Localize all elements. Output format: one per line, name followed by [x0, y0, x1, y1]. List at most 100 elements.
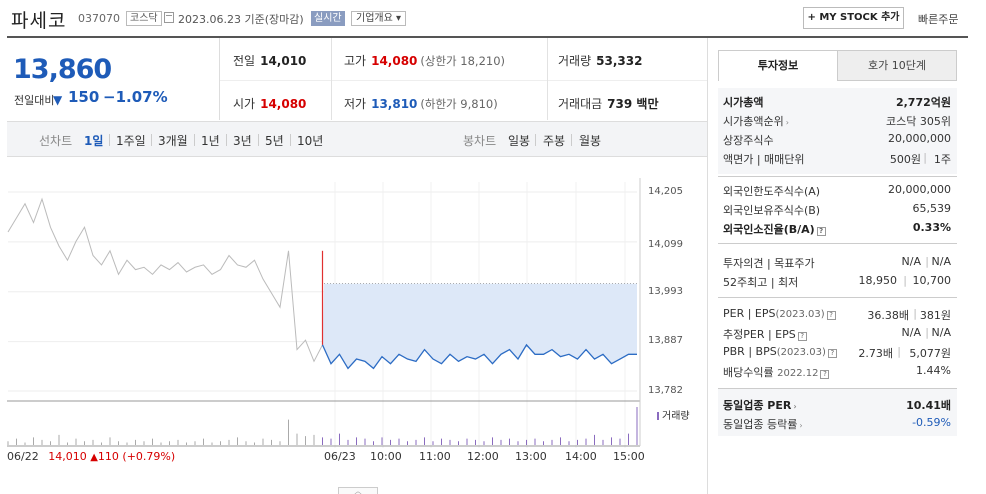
quote-col-divider [547, 38, 548, 120]
candle-monthly[interactable]: 월봉 [579, 134, 602, 148]
cap-section [718, 88, 957, 174]
header-divider [7, 36, 968, 38]
divider [151, 134, 152, 146]
y-tick-label: 13,887 [648, 335, 683, 346]
x-tick-label: 06/23 [324, 450, 356, 463]
divider [194, 134, 195, 146]
period-1y[interactable]: 1년 [201, 134, 220, 148]
industry-section [718, 388, 957, 436]
row-cap-rank: 시가총액순위 › 코스닥 305위 [723, 115, 951, 128]
divider [535, 134, 536, 146]
y-tick-label: 13,993 [648, 286, 683, 297]
current-price: 13,860 [13, 54, 112, 85]
candle-daily[interactable]: 일봉 [508, 134, 531, 148]
x-tick-label: 15:00 [613, 450, 645, 463]
company-overview-button[interactable]: 기업개요 ▾ [351, 11, 406, 26]
today-price-line [321, 343, 637, 370]
divider: | [897, 345, 901, 358]
tab-investment-info[interactable]: 투자정보 [718, 50, 838, 81]
candle-weekly[interactable]: 주봉 [543, 134, 566, 148]
prev-change: 110 (+0.79%) [97, 450, 176, 463]
row-foreign-hold: 외국인보유주식수(B) 65,539 [723, 202, 951, 217]
calendar-icon [164, 12, 174, 23]
chart-canvas[interactable] [0, 158, 707, 494]
help-icon[interactable]: ? [820, 370, 830, 379]
chart-expand-handle[interactable]: ︿ [338, 487, 378, 494]
divider: | [925, 255, 929, 268]
quote-low: 저가 13,810 (하한가 9,810) [344, 97, 498, 111]
period-3m[interactable]: 3개월 [158, 134, 188, 148]
quote-date: 2023.06.23 기준(장마감) [178, 13, 304, 26]
quote-volume: 거래량 53,332 [558, 54, 643, 68]
investment-info-panel: 투자정보 호가 10단계 시가총액 2,772억원 시가총액순위 › 코스닥 30… [707, 38, 968, 494]
help-icon[interactable]: ? [826, 311, 836, 320]
realtime-button[interactable]: 실시간 [311, 11, 345, 26]
quote-prev: 전일 14,010 [233, 54, 307, 68]
stock-name: 파세코 [11, 10, 67, 32]
my-stock-add-button[interactable]: + MY STOCK 추가 [803, 7, 904, 29]
x-tick-label: 12:00 [467, 450, 499, 463]
period-3y[interactable]: 3년 [233, 134, 252, 148]
row-pbr-bps: PBR | BPS(2023.03)? 2.73배 | 5,077원 [723, 345, 951, 360]
intraday-chart[interactable]: 14,205 14,099 13,993 13,887 13,782 거래량 0… [0, 158, 707, 494]
chevron-right-icon: › [793, 402, 797, 411]
quick-order-link[interactable]: 빠른주문 [918, 13, 959, 26]
row-est-per: 추정PER | EPS? N/A | N/A [723, 326, 951, 341]
x-tick-label: 10:00 [370, 450, 402, 463]
row-dividend: 배당수익률 2022.12? 1.44% [723, 364, 951, 379]
divider: | [913, 307, 917, 320]
divider: | [923, 151, 927, 164]
divider [718, 176, 957, 177]
up-arrow-icon: ▲ [90, 452, 98, 463]
quote-open: 시가 14,080 [233, 97, 307, 111]
price-change: 150 [68, 88, 100, 106]
compare-label: 전일대비 [14, 94, 55, 107]
panel-tabs: 투자정보 호가 10단계 [718, 50, 957, 81]
x-tick-label: 14:00 [565, 450, 597, 463]
candle-chart-label: 봉차트 [463, 134, 497, 148]
line-chart-label: 선차트 [39, 134, 73, 148]
divider [718, 297, 957, 298]
divider [258, 134, 259, 146]
x-tick-label: 11:00 [419, 450, 451, 463]
y-tick-label: 14,205 [648, 186, 683, 197]
x-tick-label: 13:00 [515, 450, 547, 463]
row-foreign-limit: 외국인한도주식수(A) 20,000,000 [723, 183, 951, 198]
row-par-value: 액면가 | 매매단위 500원 | 1주 [723, 151, 951, 166]
period-10y[interactable]: 10년 [297, 134, 324, 148]
chevron-right-icon: › [799, 421, 803, 430]
price-change-pct: −1.07% [103, 88, 168, 106]
tab-order-book[interactable]: 호가 10단계 [837, 50, 957, 81]
volume-legend: 거래량 [657, 407, 690, 422]
y-tick-label: 14,099 [648, 239, 683, 250]
previous-day-line [7, 197, 323, 363]
divider [718, 388, 957, 389]
y-tick-label: 13,782 [648, 385, 683, 396]
quote-high: 고가 14,080 (상한가 18,210) [344, 54, 506, 68]
row-industry-per: 동일업종 PER › 10.41배 [723, 399, 951, 412]
prev-date: 06/22 [7, 450, 39, 463]
period-5y[interactable]: 5년 [265, 134, 284, 148]
help-icon[interactable]: ? [816, 227, 826, 236]
help-icon[interactable]: ? [797, 332, 807, 341]
divider [718, 243, 957, 244]
divider [226, 134, 227, 146]
row-industry-rate: 동일업종 등락률 › -0.59% [723, 416, 951, 431]
price-summary: 13,860 전일대비 ▼ 150 −1.07% [7, 38, 220, 120]
divider [290, 134, 291, 146]
row-market-cap: 시가총액 2,772억원 [723, 96, 951, 109]
period-1w[interactable]: 1주일 [116, 134, 146, 148]
row-per-eps: PER | EPS(2023.03)? 36.38배 | 381원 [723, 307, 951, 322]
divider [571, 134, 572, 146]
help-icon[interactable]: ? [827, 349, 837, 358]
quote-amount: 거래대금 739 백만 [558, 97, 659, 111]
market-badge: 코스닥 [126, 11, 162, 26]
down-arrow-icon: ▼ [53, 93, 63, 107]
row-opinion: 투자의견 | 목표주가 N/A | N/A [723, 255, 951, 270]
divider [109, 134, 110, 146]
row-foreign-ratio: 외국인소진율(B/A)? 0.33% [723, 221, 951, 236]
divider: | [925, 326, 929, 339]
period-1d[interactable]: 1일 [84, 134, 104, 148]
divider: | [903, 274, 907, 287]
period-toolbar: 선차트 1일 1주일 3개월 1년 3년 5년 10년 봉차트 일봉 주봉 월봉 [7, 121, 707, 157]
